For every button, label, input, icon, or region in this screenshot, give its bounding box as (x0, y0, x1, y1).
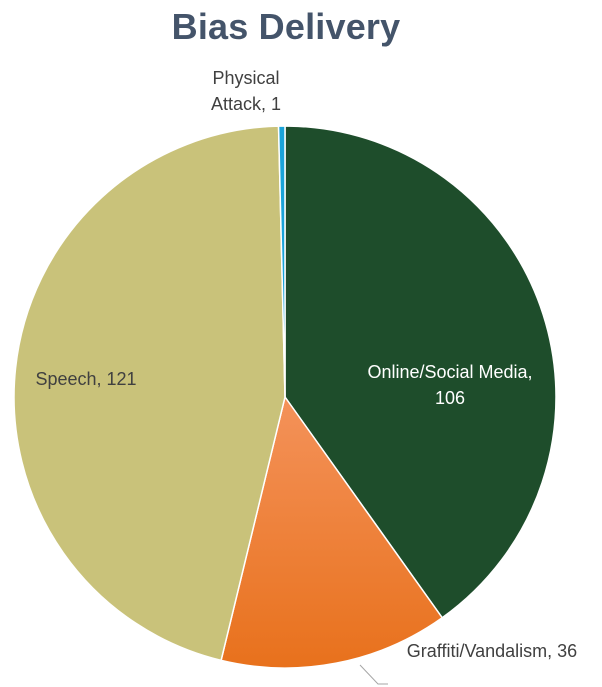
slice-labels: Online/Social Media, 106 Graffiti/Vandalis… (35, 68, 577, 661)
chart-title: Bias Delivery (171, 6, 401, 47)
pie-slice-physical-attack (277, 125, 286, 398)
slice-label-graffiti-vandalism: Graffiti/Vandalism, 36 (407, 641, 577, 661)
pie-slice-graffiti-vandalism (220, 395, 444, 669)
pie-slice-online-social-media (284, 125, 557, 619)
slice-label-physical-attack: Physical Attack, 1 (211, 68, 281, 114)
slice-label-online-social-media: Online/Social Media, 106 (367, 362, 532, 408)
leader-lines (359, 664, 388, 685)
slice-label-speech: Speech, 121 (35, 369, 136, 389)
slices-layer (13, 125, 557, 669)
pie-slice-speech (13, 125, 286, 662)
leader-line-graffiti-vandalism (359, 664, 388, 685)
